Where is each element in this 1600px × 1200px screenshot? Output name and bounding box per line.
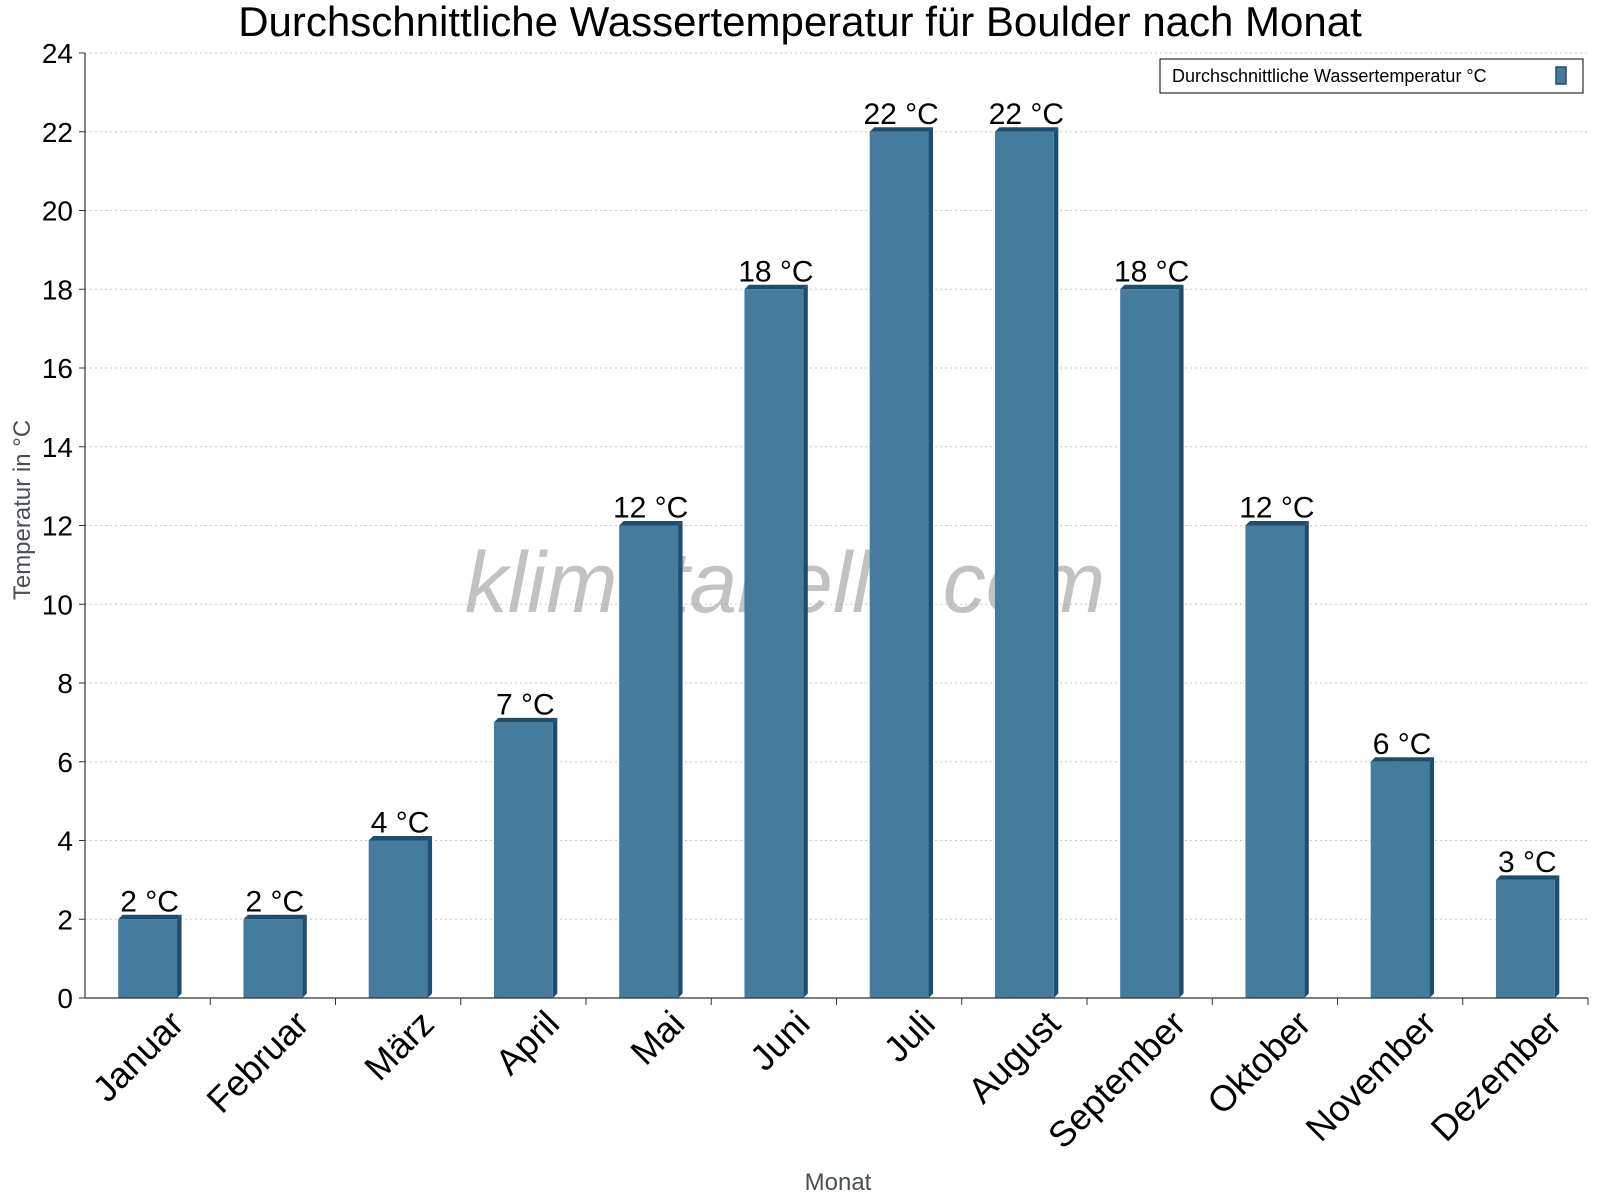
bar-top (1370, 757, 1435, 762)
bar-top (243, 914, 307, 920)
x-tick-label: Dezember (1423, 1003, 1569, 1149)
y-tick-label: 24 (42, 38, 73, 69)
data-label: 3 °C (1498, 846, 1557, 879)
bar-top (368, 836, 433, 841)
data-label: 2 °C (120, 885, 179, 918)
legend-box (1159, 58, 1584, 94)
x-tick-label: Mai (622, 1003, 692, 1073)
bar-front (243, 919, 303, 998)
bar-1 (118, 914, 182, 998)
bar-top (619, 521, 683, 526)
bar-side (1554, 875, 1560, 998)
bar-front (1245, 525, 1305, 998)
data-label: 18 °C (738, 255, 813, 288)
y-tick-label: 12 (42, 511, 73, 542)
data-label: 12 °C (613, 492, 688, 525)
x-tick-label: August (960, 1003, 1068, 1111)
data-label: 12 °C (1239, 492, 1314, 525)
y-tick-label: 0 (57, 983, 73, 1014)
bar-4 (493, 717, 558, 998)
data-label: 22 °C (863, 98, 938, 131)
y-tick-label: 20 (42, 196, 73, 227)
bar-3 (368, 836, 433, 998)
bar-side (1304, 521, 1309, 998)
bar-12 (1495, 875, 1560, 998)
bar-front (744, 289, 804, 998)
bar-9 (1120, 284, 1184, 998)
x-tick-label: Oktober (1199, 1003, 1319, 1123)
bar-top (869, 127, 934, 132)
bar-side (552, 717, 558, 998)
y-tick-label: 18 (42, 274, 73, 305)
y-tick-label: 10 (42, 589, 73, 620)
x-tick-label: Januar (84, 1003, 191, 1110)
bar-front (619, 525, 679, 998)
y-tick-label: 16 (42, 353, 73, 384)
data-label: 2 °C (246, 885, 305, 918)
grid-lines (85, 52, 1588, 920)
data-label: 22 °C (989, 98, 1064, 131)
x-tick-label: März (356, 1003, 442, 1089)
chart-title: Durchschnittliche Wassertemperatur für B… (238, 0, 1362, 45)
legend: Durchschnittliche Wassertemperatur °C (1159, 58, 1584, 94)
bar-side (427, 836, 433, 998)
bar-front (493, 722, 553, 998)
bar-front (869, 131, 929, 998)
y-tick-label: 14 (42, 432, 73, 463)
x-tick-label: Juli (876, 1003, 943, 1070)
bar-side (803, 284, 808, 998)
y-tick-label: 8 (57, 668, 73, 699)
y-tick-label: 4 (57, 826, 73, 857)
bar-top (493, 717, 558, 723)
bar-side (928, 127, 934, 998)
bar-front (118, 919, 178, 998)
data-label: 7 °C (496, 688, 555, 721)
bar-6 (744, 284, 808, 998)
bar-front (368, 840, 428, 998)
bar-top (1245, 521, 1309, 526)
legend-swatch (1555, 66, 1567, 85)
bar-11 (1370, 757, 1435, 998)
x-tick-label: September (1040, 1003, 1194, 1157)
x-tick-label: Februar (198, 1003, 316, 1121)
x-tick-label: April (487, 1003, 567, 1083)
bar-side (1179, 284, 1184, 998)
x-axis-title: Monat (805, 1169, 872, 1196)
axes (79, 52, 1589, 1005)
bar-front (1120, 289, 1180, 998)
data-label: 4 °C (371, 807, 430, 840)
bar-2 (243, 914, 307, 998)
x-tick-label: November (1297, 1003, 1443, 1149)
data-label: 6 °C (1373, 728, 1432, 761)
y-tick-label: 2 (57, 904, 73, 935)
bar-side (177, 914, 182, 998)
bar-side (1429, 757, 1435, 998)
bar-top (1120, 284, 1184, 290)
bar-top (1495, 875, 1560, 880)
bar-top (994, 127, 1059, 132)
bar-front (1495, 879, 1555, 998)
bars (118, 127, 1560, 998)
y-axis-title: Temperatur in °C (9, 420, 36, 600)
bar-side (1053, 127, 1059, 998)
x-tick-label: Juni (742, 1003, 818, 1079)
bar-top (118, 914, 182, 920)
bar-top (744, 284, 808, 290)
bar-5 (619, 521, 683, 998)
bar-front (1370, 761, 1430, 998)
y-tick-label: 22 (42, 117, 73, 148)
data-labels: 2 °C 2 °C 4 °C 7 °C 12 °C 18 °C 22 °C 22 °C 18 °… (120, 98, 1556, 919)
bar-8 (994, 127, 1059, 998)
bar-7 (869, 127, 934, 998)
bar-side (678, 521, 683, 998)
data-label: 18 °C (1114, 255, 1189, 288)
bar-side (302, 914, 307, 998)
bar-front (994, 131, 1054, 998)
legend-label: Durchschnittliche Wassertemperatur °C (1172, 66, 1487, 86)
bar-10 (1245, 521, 1309, 998)
y-tick-label: 6 (57, 747, 73, 778)
